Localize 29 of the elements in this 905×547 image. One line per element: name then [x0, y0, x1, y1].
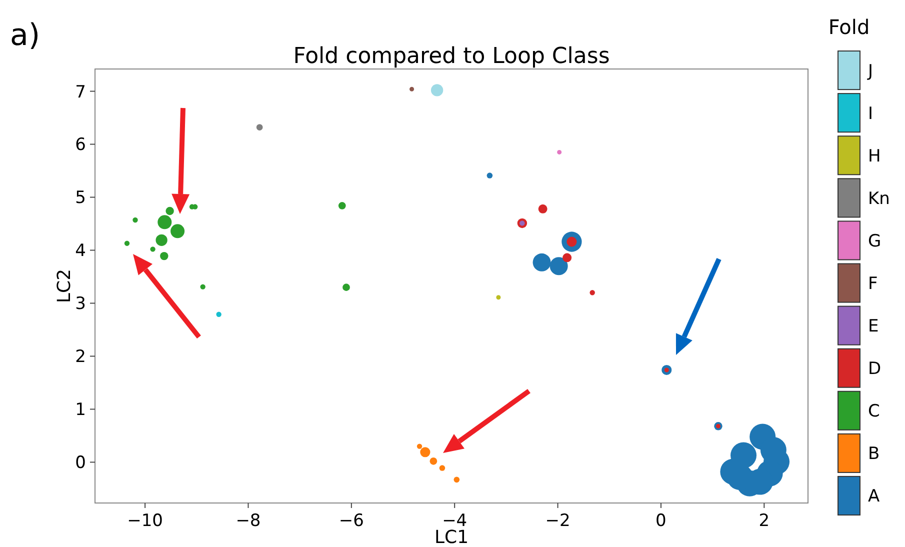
x-tick-label: −6: [338, 511, 364, 531]
legend-label: A: [868, 486, 880, 507]
legend-label: D: [868, 359, 882, 380]
x-tick-label: 0: [656, 511, 666, 531]
x-tick-label: −10: [127, 511, 163, 531]
y-tick-label: 3: [75, 294, 86, 314]
x-tick-label: −2: [545, 511, 570, 531]
y-tick-label: 0: [75, 453, 86, 474]
legend-label: I: [868, 104, 874, 124]
y-tick-label: 6: [75, 135, 86, 156]
y-tick-label: 7: [75, 82, 86, 102]
text: a): [10, 18, 40, 53]
legend-label: C: [868, 402, 880, 422]
x-tick-label: 2: [758, 511, 770, 531]
y-tick-label: 4: [75, 241, 86, 262]
x-tick-label: −8: [236, 511, 261, 531]
legend-label: G: [868, 231, 882, 252]
y-tick-label: 5: [75, 188, 86, 208]
y-axis-title: LC2: [54, 268, 75, 304]
chart-title: Fold compared to Loop Class: [293, 44, 610, 69]
legend-label: F: [868, 274, 878, 294]
legend-label: H: [868, 146, 881, 166]
y-tick-label: 2: [75, 347, 86, 368]
legend-label: E: [868, 316, 879, 337]
legend-label: J: [867, 61, 874, 82]
y-tick-label: 1: [75, 400, 86, 420]
legend-title: Fold: [828, 15, 870, 39]
legend-label: Kn: [868, 188, 890, 209]
legend-label: B: [868, 444, 880, 464]
